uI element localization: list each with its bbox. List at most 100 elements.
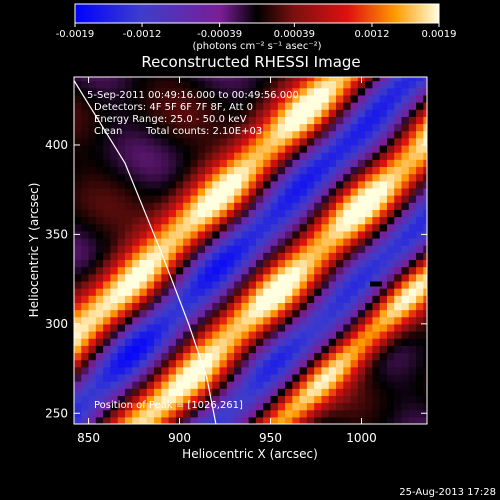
heatmap-cell	[81, 159, 90, 168]
heatmap-cell	[197, 230, 206, 239]
heatmap-cell	[139, 409, 148, 418]
heatmap-cell	[285, 187, 293, 196]
heatmap-cell	[117, 388, 126, 396]
heatmap-cell	[248, 180, 257, 189]
heatmap-cell	[321, 359, 330, 368]
heatmap-cell	[117, 144, 126, 153]
heatmap-cell	[314, 252, 323, 261]
heatmap-cell	[408, 195, 417, 203]
heatmap-cell	[124, 237, 133, 246]
heatmap-cell	[277, 173, 286, 182]
heatmap-cell	[190, 144, 199, 153]
heatmap-cell	[270, 216, 279, 225]
heatmap-cell	[277, 338, 286, 346]
heatmap-cell	[117, 216, 126, 225]
heatmap-cell	[146, 409, 155, 418]
heatmap-cell	[241, 273, 250, 282]
heatmap-cell	[124, 330, 133, 339]
heatmap-cell	[234, 352, 243, 361]
heatmap-cell	[248, 273, 257, 282]
heatmap-cell	[219, 323, 228, 332]
heatmap-cell	[248, 144, 257, 153]
heatmap-cell	[270, 245, 279, 253]
heatmap-cell	[74, 259, 82, 268]
heatmap-cell	[299, 252, 308, 261]
heatmap-cell	[372, 202, 381, 210]
heatmap-cell	[183, 416, 192, 424]
heatmap-cell	[292, 216, 301, 225]
heatmap-cell	[408, 130, 417, 139]
heatmap-cell	[226, 402, 235, 411]
heatmap-cell	[408, 330, 417, 339]
heatmap-cell	[132, 144, 141, 153]
heatmap-cell	[423, 180, 427, 189]
heatmap-cell	[241, 409, 250, 418]
heatmap-cell	[343, 144, 352, 153]
heatmap-cell	[124, 223, 133, 232]
heatmap-cell	[139, 166, 148, 175]
heatmap-cell	[328, 388, 337, 396]
heatmap-cell	[234, 388, 243, 396]
heatmap-cell	[219, 109, 228, 117]
heatmap-cell	[263, 144, 272, 153]
heatmap-cell	[263, 316, 272, 325]
heatmap-cell	[117, 302, 126, 311]
heatmap-cell	[401, 266, 410, 275]
heatmap-cell	[205, 77, 213, 82]
heatmap-cell	[336, 352, 344, 361]
heatmap-cell	[226, 80, 235, 89]
heatmap-cell	[219, 152, 228, 160]
heatmap-cell	[95, 102, 104, 110]
heatmap-cell	[146, 381, 155, 389]
heatmap-cell	[197, 159, 206, 168]
heatmap-cell	[372, 323, 381, 332]
x-axis-tick-label: 950	[259, 431, 282, 445]
heatmap-cell	[277, 323, 286, 332]
heatmap-cell	[190, 395, 199, 404]
heatmap-cell	[343, 373, 352, 382]
heatmap-cell	[255, 109, 264, 117]
heatmap-cell	[190, 259, 199, 268]
heatmap-cell	[314, 288, 323, 296]
heatmap-cell	[132, 195, 141, 203]
heatmap-cell	[103, 166, 111, 175]
heatmap-cell	[103, 402, 111, 411]
heatmap-cell	[248, 137, 257, 146]
heatmap-cell	[394, 245, 403, 253]
heatmap-cell	[416, 195, 424, 203]
heatmap-cell	[277, 144, 286, 153]
heatmap-cell	[401, 102, 410, 110]
heatmap-cell	[416, 409, 424, 418]
heatmap-cell	[95, 381, 104, 389]
heatmap-cell	[226, 416, 235, 424]
heatmap-cell	[372, 338, 381, 346]
heatmap-cell	[183, 159, 192, 168]
heatmap-cell	[197, 130, 206, 139]
heatmap-cell	[205, 259, 213, 268]
heatmap-cell	[336, 409, 344, 418]
heatmap-cell	[299, 395, 308, 404]
heatmap-cell	[321, 402, 330, 411]
heatmap-cell	[255, 388, 264, 396]
heatmap-cell	[81, 173, 90, 182]
heatmap-cell	[132, 352, 141, 361]
heatmap-cell	[357, 87, 366, 96]
heatmap-cell	[88, 273, 97, 282]
heatmap-cell	[350, 152, 359, 160]
heatmap-cell	[379, 323, 388, 332]
heatmap-cell	[74, 109, 82, 117]
heatmap-cell	[161, 345, 170, 354]
heatmap-cell	[357, 223, 366, 232]
heatmap-cell	[328, 366, 337, 375]
heatmap-cell	[379, 259, 388, 268]
heatmap-cell	[263, 395, 272, 404]
heatmap-cell	[81, 309, 90, 318]
heatmap-cell	[263, 359, 272, 368]
heatmap-cell	[423, 416, 427, 424]
heatmap-cell	[88, 202, 97, 210]
heatmap-cell	[314, 373, 323, 382]
heatmap-cell	[190, 80, 199, 89]
heatmap-cell	[277, 87, 286, 96]
heatmap-cell	[401, 87, 410, 96]
